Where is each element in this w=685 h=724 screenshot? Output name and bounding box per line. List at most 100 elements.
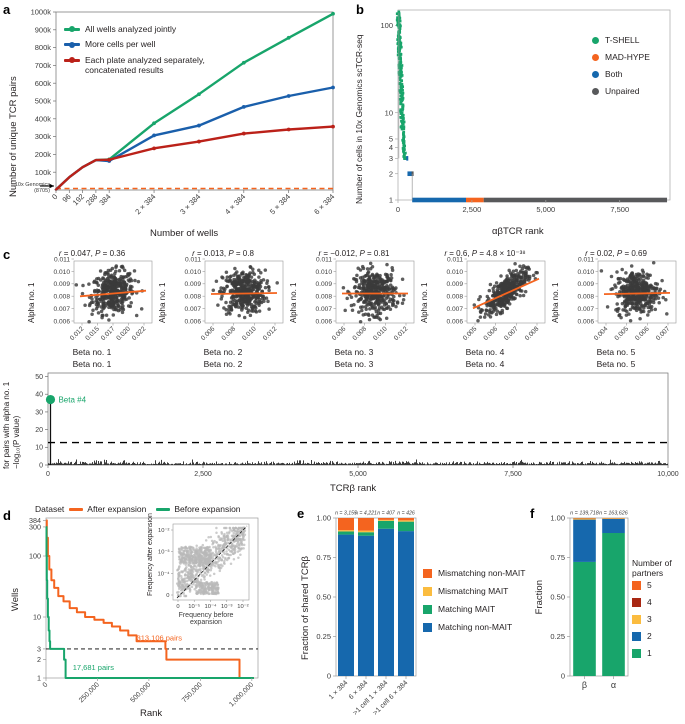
legend-swatch <box>423 568 432 578</box>
scatter-y-tick: 0.009 <box>184 281 201 288</box>
panel-b-legend-item[interactable]: T-SHELL <box>592 35 650 45</box>
panel-e-bar-segment <box>398 518 414 521</box>
scatter-data-point <box>379 305 384 309</box>
panel-e-legend-item[interactable]: Matching non-MAIT <box>423 622 525 632</box>
legend-marker-line <box>156 507 171 511</box>
scatter-data-point <box>105 289 109 293</box>
scatter-data-point <box>81 283 85 288</box>
panel-b-legend-item[interactable]: MAD-HYPE <box>592 52 650 62</box>
inset-data-point <box>194 580 198 584</box>
scatter-data-point <box>660 278 664 283</box>
scatter-data-point <box>366 270 371 274</box>
inset-data-point <box>202 561 206 565</box>
scatter-data-point <box>109 305 114 310</box>
panel-e-legend-item[interactable]: Mismatching non-MAIT <box>423 568 525 578</box>
inset-data-point <box>177 573 181 577</box>
scatter-y-tick: 0.011 <box>185 256 201 263</box>
scatter-data-point <box>645 272 649 276</box>
manhattan-y-tick: 40 <box>35 392 43 399</box>
inset-data-point <box>238 533 241 537</box>
panel-a-series-line <box>54 125 335 191</box>
scatter-data-point <box>361 313 366 317</box>
scatter-data-point <box>222 306 226 310</box>
inset-data-point <box>193 553 197 556</box>
scatter-data-point <box>214 279 219 283</box>
inset-data-point <box>215 526 218 530</box>
scatter-data-point <box>377 316 381 320</box>
panel-b-legend-item[interactable]: Unpaired <box>592 86 650 96</box>
panel-d-legend-item[interactable]: Before expansion <box>156 504 241 514</box>
panel-f-legend-item[interactable]: 2 <box>632 631 672 641</box>
inset-data-point <box>175 591 179 594</box>
scatter-data-point <box>644 286 649 290</box>
panel-a-legend-item[interactable]: More cells per well <box>64 39 205 49</box>
panel-e-legend-item[interactable]: Matching MAIT <box>423 604 525 614</box>
scatter-data-point <box>103 283 107 287</box>
panel-a-y-tick: 900k <box>35 25 52 34</box>
inset-data-point <box>202 573 205 577</box>
scatter-data-point <box>229 296 234 300</box>
panel-b-legend-item[interactable]: Both <box>592 69 650 79</box>
scatter-title: r = 0.02, P = 0.69 <box>585 249 647 258</box>
panel-f-legend-item[interactable]: 4 <box>632 597 672 607</box>
scatter-regression-line <box>210 292 278 295</box>
inset-data-point <box>180 546 183 550</box>
scatter-data-point <box>114 295 119 300</box>
scatter-data-point <box>237 298 242 303</box>
manhattan-top-label: Beta no. 5 <box>597 359 636 369</box>
scatter-title: r = 0.013, P = 0.8 <box>192 249 254 258</box>
panel-b-data-point <box>401 122 405 126</box>
panel-a-legend-item[interactable]: Each plate analyzed separately, concatena… <box>64 55 205 76</box>
scatter-data-point <box>620 285 624 290</box>
scatter-data-point <box>275 281 279 285</box>
panel-a-x-tick: 384 <box>97 192 112 207</box>
scatter-data-point <box>653 307 658 312</box>
panel-e-y-tick: 0.75 <box>316 553 331 562</box>
panel-e-n-label: n = 407 <box>377 511 396 517</box>
scatter-data-point <box>244 282 249 286</box>
panel-f-y-tick: 0.25 <box>550 632 565 641</box>
inset-data-point <box>218 538 222 541</box>
scatter-data-point <box>134 313 139 318</box>
inset-data-point <box>177 571 181 575</box>
scatter-data-point <box>511 269 516 274</box>
panel-a-x-tick: 288 <box>84 192 99 207</box>
scatter-data-point <box>501 297 506 301</box>
panel-a-x-tick: 4 × 384 <box>223 192 247 216</box>
inset-data-point <box>188 576 191 580</box>
inset-data-point <box>229 562 233 565</box>
panel-b-data-point <box>398 47 402 51</box>
inset-data-point <box>187 568 191 571</box>
panel-e-legend-item[interactable]: Mismatching MAIT <box>423 586 525 596</box>
inset-data-point <box>186 574 190 577</box>
manhattan-y-tick: 0 <box>39 462 43 469</box>
scatter-data-point <box>630 289 634 293</box>
panel-e-y-tick: 0 <box>327 672 331 681</box>
scatter-data-point <box>100 290 104 294</box>
panel-f-legend-item[interactable]: 5 <box>632 580 672 590</box>
scatter-data-point <box>632 302 636 306</box>
scatter-y-tick: 0.010 <box>53 269 70 276</box>
panel-a-legend-item[interactable]: All wells analyzed jointly <box>64 24 205 34</box>
panel-b-step-segment <box>412 197 466 203</box>
inset-data-point <box>183 568 187 571</box>
inset-x-tick: 0 <box>176 604 179 610</box>
scatter-data-point <box>621 308 625 312</box>
panel-d-legend-item[interactable]: After expansion <box>69 504 146 514</box>
manhattan-y-tick: 20 <box>35 427 43 434</box>
scatter-data-point <box>618 290 622 294</box>
scatter-data-point <box>631 277 635 282</box>
scatter-data-point <box>624 284 628 289</box>
panel-f-label: f <box>530 506 535 521</box>
panel-f-legend-item[interactable]: 1 <box>632 648 672 658</box>
scatter-data-point <box>263 285 268 290</box>
scatter-data-point <box>643 289 648 294</box>
inset-data-point <box>199 578 203 582</box>
scatter-data-point <box>243 276 247 280</box>
scatter-data-point <box>257 309 262 313</box>
scatter-data-point <box>257 275 261 279</box>
panel-f-legend-item[interactable]: 3 <box>632 614 672 624</box>
scatter-data-point <box>122 295 126 300</box>
